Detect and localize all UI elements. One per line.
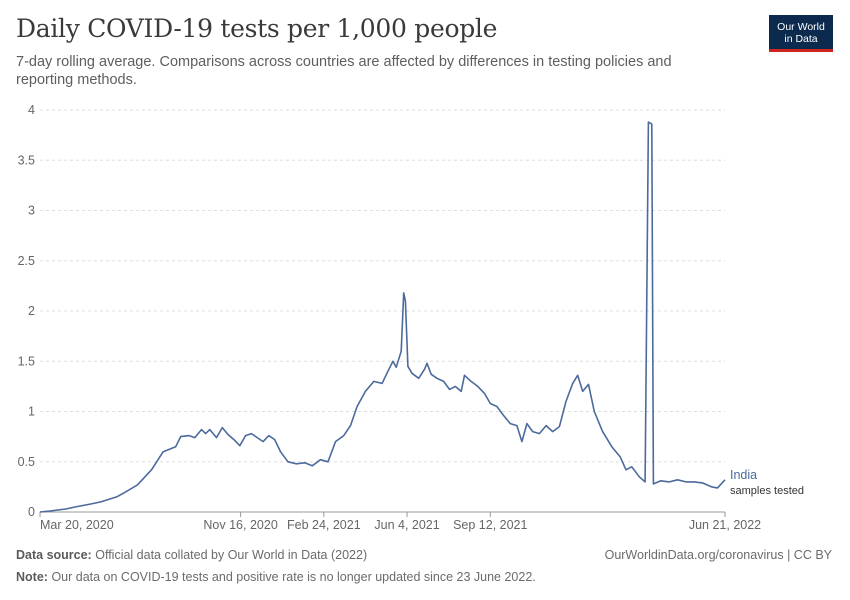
y-tick-label: 1.5 [18,354,35,368]
x-tick-label: Nov 16, 2020 [203,518,277,532]
series-label-india[interactable]: India [730,468,757,482]
y-tick-label: 2 [28,304,35,318]
gridlines [40,109,725,513]
chart-note: Note: Our data on COVID-19 tests and pos… [16,570,536,584]
y-tick-label: 0 [28,505,35,519]
chart-subtitle: 7-day rolling average. Comparisons acros… [16,54,672,88]
x-tick-label: Jun 21, 2022 [689,518,761,532]
y-tick-label: 4 [28,103,35,117]
y-tick-label: 2.5 [18,254,35,268]
series-line-india[interactable] [39,121,726,513]
note-label: Note: [16,570,48,584]
owid-logo[interactable]: Our World in Data [769,15,833,52]
source-label: Data source: [16,548,92,562]
y-tick-label: 3.5 [18,153,35,167]
y-tick-label: 1 [28,405,35,419]
x-tick-label: Sep 12, 2021 [453,518,527,532]
x-tick-label: Feb 24, 2021 [287,518,361,532]
x-tick-label: Jun 4, 2021 [374,518,439,532]
y-axis-ticks: 0 0.5 1 1.5 2 2.5 3 3.5 4 [18,103,35,519]
series-annotation: samples tested [730,485,804,497]
chart-title: Daily COVID-19 tests per 1,000 people [16,14,498,43]
y-tick-label: 0.5 [18,455,35,469]
logo-line-2: in Data [784,33,818,45]
footer-link[interactable]: OurWorldinData.org/coronavirus | CC BY [604,548,832,562]
source-text: Official data collated by Our World in D… [95,548,368,562]
logo-line-1: Our World [777,21,825,33]
y-tick-label: 3 [28,204,35,218]
x-axis-ticks: Mar 20, 2020 Nov 16, 2020 Feb 24, 2021 Jun … [39,512,761,532]
note-text: Our data on COVID-19 tests and positive … [51,570,536,584]
data-source: Data source: Official data collated by O… [16,548,367,562]
x-tick-label: Mar 20, 2020 [40,518,114,532]
